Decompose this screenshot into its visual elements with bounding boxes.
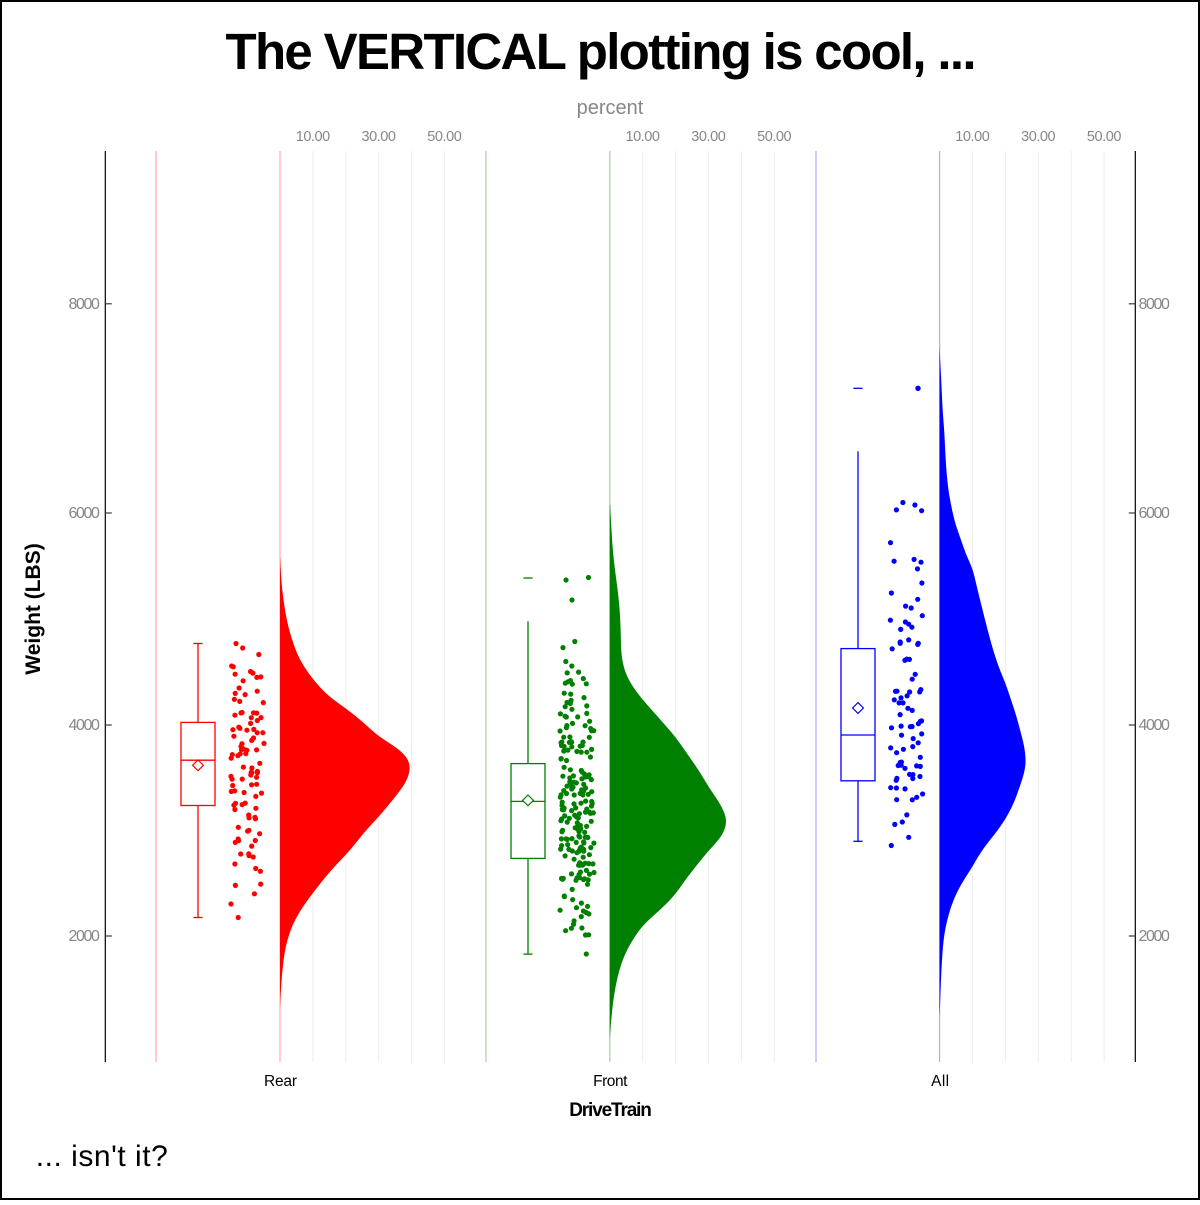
svg-text:2000: 2000 <box>1139 928 1170 945</box>
svg-text:50.00: 50.00 <box>1087 129 1122 145</box>
svg-text:... isn't it?: ... isn't it? <box>36 1140 168 1173</box>
svg-text:All: All <box>931 1073 949 1090</box>
svg-text:8000: 8000 <box>1139 296 1170 313</box>
svg-text:DriveTrain: DriveTrain <box>569 1100 652 1121</box>
svg-text:4000: 4000 <box>1139 717 1170 734</box>
svg-text:50.00: 50.00 <box>757 129 792 145</box>
svg-text:2000: 2000 <box>69 928 100 945</box>
svg-text:50.00: 50.00 <box>427 129 462 145</box>
svg-text:Front: Front <box>593 1073 628 1090</box>
svg-text:6000: 6000 <box>1139 505 1170 522</box>
svg-text:10.00: 10.00 <box>955 129 990 145</box>
svg-text:The VERTICAL plotting is cool,: The VERTICAL plotting is cool, ... <box>226 23 977 80</box>
svg-text:Rear: Rear <box>264 1073 297 1090</box>
svg-text:8000: 8000 <box>69 296 100 313</box>
svg-text:30.00: 30.00 <box>1021 129 1056 145</box>
svg-text:Weight (LBS): Weight (LBS) <box>22 543 45 674</box>
svg-text:10.00: 10.00 <box>296 129 331 145</box>
svg-text:30.00: 30.00 <box>691 129 726 145</box>
svg-text:4000: 4000 <box>69 717 100 734</box>
svg-text:percent: percent <box>577 97 644 119</box>
svg-text:10.00: 10.00 <box>626 129 661 145</box>
svg-text:30.00: 30.00 <box>362 129 397 145</box>
svg-text:6000: 6000 <box>69 505 100 522</box>
